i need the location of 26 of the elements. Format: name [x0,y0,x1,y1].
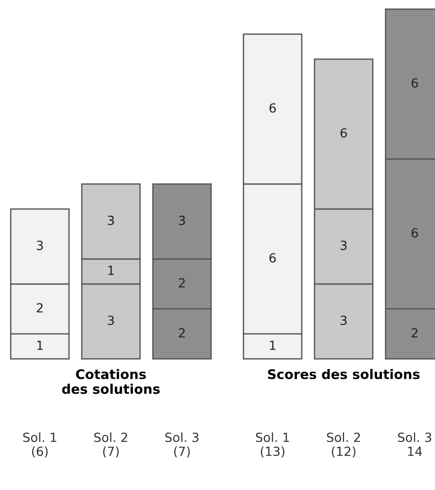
data-label: 1 [270,340,276,350]
x-tick-label: Sol. 1 (6) [23,432,56,458]
data-label: 6 [269,253,276,263]
x-axis-title: Scores des solutions [268,368,420,380]
data-label: 6 [412,78,418,88]
x-tick-label: Sol. 2 (12) [326,432,360,458]
data-label: 1 [37,340,43,350]
x-axis-title: Cotations des solutions [62,368,160,394]
x-tick-label: Sol. 3 (7) [165,432,198,458]
data-label: 3 [340,240,347,250]
x-tick-label: Sol. 1 (13) [256,432,289,458]
data-label: 3 [108,316,114,326]
data-label: 2 [178,328,185,338]
data-label: 3 [178,216,185,226]
data-label: 3 [340,316,347,326]
data-label: 6 [412,228,418,238]
x-tick-label: Sol. 2 (7) [94,432,128,458]
data-label: 6 [340,128,347,138]
x-tick-label: Sol. 3 14 [398,432,432,456]
data-label: 3 [108,216,114,226]
data-label: 2 [412,328,418,338]
data-label: 2 [36,303,43,312]
data-label: 3 [36,240,43,250]
data-label: 1 [108,266,114,275]
data-label: 6 [269,103,276,113]
data-label: 2 [178,278,185,288]
